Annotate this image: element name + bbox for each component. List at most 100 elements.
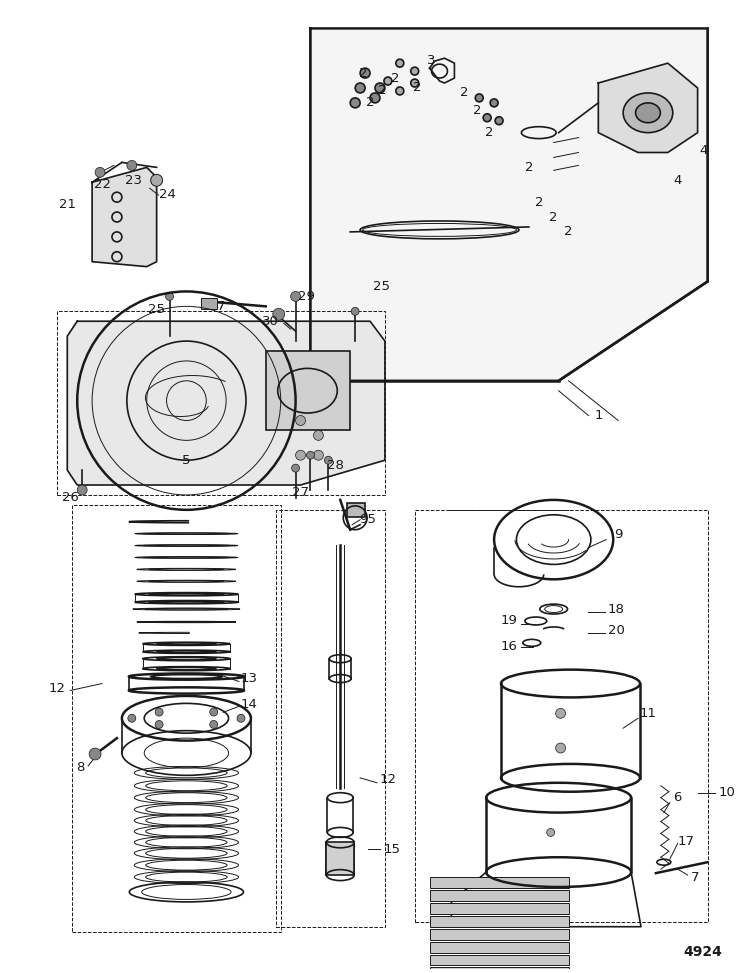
Bar [415,510,707,921]
Circle shape [166,293,173,301]
Bar [430,916,568,926]
Text: 16: 16 [500,640,517,653]
Text: 5: 5 [182,453,190,467]
Text: 2: 2 [460,87,469,99]
Ellipse shape [635,103,660,123]
Circle shape [556,708,566,718]
Text: 2: 2 [485,126,494,139]
Bar [430,967,568,973]
Bar [430,955,568,965]
Polygon shape [68,321,385,485]
Text: 95: 95 [359,513,376,526]
Circle shape [351,307,359,315]
Circle shape [273,308,285,320]
Text: 20: 20 [608,625,625,637]
Text: 1: 1 [594,409,602,422]
Circle shape [151,174,163,186]
Text: 15: 15 [383,843,400,856]
Polygon shape [598,63,698,153]
Text: 4924: 4924 [683,946,722,959]
Text: 10: 10 [719,786,736,799]
Circle shape [384,77,392,85]
Text: 29: 29 [298,290,315,303]
Circle shape [375,83,385,93]
Ellipse shape [623,93,673,132]
Text: 19: 19 [500,615,517,628]
Text: 4: 4 [674,174,682,187]
Text: 2: 2 [358,66,368,80]
Circle shape [350,98,360,108]
Circle shape [476,94,483,102]
Bar [430,877,568,888]
Circle shape [314,450,323,460]
Text: 6: 6 [674,791,682,804]
Text: 9: 9 [614,528,622,541]
Text: 2: 2 [366,96,374,109]
Text: 2: 2 [378,85,386,97]
Circle shape [495,117,503,125]
Circle shape [292,464,299,472]
Circle shape [210,720,218,729]
Text: 30: 30 [262,314,279,328]
Circle shape [360,68,370,78]
Text: 2: 2 [413,82,422,94]
Text: 25: 25 [148,303,165,316]
Text: 27: 27 [292,486,309,499]
Circle shape [314,430,323,441]
Text: 23: 23 [125,174,142,187]
Circle shape [128,714,136,722]
Circle shape [411,67,419,75]
Text: 3: 3 [427,54,436,67]
Circle shape [307,451,314,459]
Text: 7: 7 [217,300,226,313]
Text: 28: 28 [327,458,344,472]
Text: 11: 11 [640,706,656,720]
Circle shape [396,59,404,67]
Text: 2: 2 [524,161,533,174]
Circle shape [127,161,136,170]
Circle shape [89,748,101,760]
Text: 2: 2 [550,210,558,224]
Bar [326,843,354,875]
Bar [266,351,350,430]
Circle shape [483,114,491,122]
Text: 2: 2 [535,196,543,208]
Circle shape [155,720,163,729]
Text: 4: 4 [699,144,708,157]
Circle shape [210,708,218,716]
Circle shape [155,708,163,716]
Bar [430,942,568,953]
Text: 2: 2 [564,226,573,238]
Circle shape [490,99,498,107]
Circle shape [325,456,332,464]
Text: 24: 24 [159,188,176,200]
Bar [57,311,385,495]
Bar [201,299,217,309]
Polygon shape [310,28,707,380]
Text: 21: 21 [58,198,76,210]
Circle shape [396,87,404,95]
Text: 12: 12 [380,774,397,786]
Bar [347,503,365,517]
Bar [430,903,568,914]
Text: 8: 8 [76,762,85,775]
Text: 2: 2 [391,72,399,85]
Text: 22: 22 [94,178,110,191]
Bar [430,928,568,940]
Circle shape [291,292,301,302]
Text: 26: 26 [62,491,79,504]
Text: 7: 7 [692,871,700,883]
Bar [276,510,385,926]
Circle shape [547,828,555,837]
Text: 18: 18 [608,602,625,616]
Text: 2: 2 [473,104,482,118]
Circle shape [411,79,419,87]
Circle shape [370,93,380,103]
Text: 13: 13 [241,672,257,685]
Text: 17: 17 [677,835,694,847]
Circle shape [95,167,105,177]
Circle shape [237,714,245,722]
Polygon shape [92,167,157,267]
Bar [72,505,280,932]
Text: 25: 25 [374,280,391,293]
